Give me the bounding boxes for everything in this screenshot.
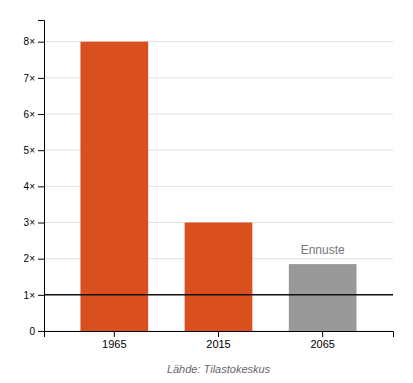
y-tick-label: 7× — [24, 73, 36, 84]
bar — [80, 42, 148, 331]
x-tick: 1965 — [102, 331, 126, 350]
x-tick-label: 2065 — [310, 338, 334, 350]
y-tick-mark — [38, 259, 44, 260]
y-axis-line — [38, 21, 45, 332]
x-tick-label: 2015 — [206, 338, 230, 350]
y-tick-mark — [38, 295, 44, 296]
y-tick: 5× — [24, 145, 44, 156]
y-tick-mark — [38, 78, 44, 79]
source: Lähde: Tilastokeskus — [167, 363, 271, 375]
reference-line — [44, 294, 393, 296]
y-tick: 3× — [24, 217, 44, 228]
y-tick: 2× — [24, 253, 44, 264]
x-tick-label: 1965 — [102, 338, 126, 350]
y-tick: 8× — [24, 36, 44, 47]
y-tick-mark — [38, 223, 44, 224]
y-tick: 6× — [24, 109, 44, 120]
y-axis: 0 1× 2× 3× 4× 5× 6× 7× 8× — [24, 21, 45, 337]
y-tick-label: 6× — [24, 109, 36, 120]
x-tick-mark — [114, 331, 115, 337]
x-tick-mark — [218, 331, 219, 337]
chart-container: 0 1× 2× 3× 4× 5× 6× 7× 8× 1965 2015 2065 Ennuste Lähd… — [0, 0, 413, 383]
y-tick-mark — [38, 150, 44, 151]
bar — [289, 264, 357, 331]
grid — [44, 42, 393, 331]
chart-svg: 0 1× 2× 3× 4× 5× 6× 7× 8× 1965 2015 2065 Ennuste Lähd… — [0, 0, 413, 383]
annotation: Ennuste — [301, 243, 345, 257]
y-tick: 1× — [24, 290, 44, 301]
bar — [185, 223, 253, 331]
y-tick-label: 2× — [24, 253, 36, 264]
plot: 0 1× 2× 3× 4× 5× 6× 7× 8× 1965 2015 2065 Ennuste — [24, 21, 394, 350]
y-tick-mark — [38, 114, 44, 115]
x-tick-mark — [322, 331, 323, 337]
marks — [44, 42, 393, 331]
y-tick: 0 — [29, 326, 44, 337]
y-tick-label: 1× — [24, 290, 36, 301]
x-tick: 2065 — [310, 331, 334, 350]
y-tick-label: 3× — [24, 217, 36, 228]
y-tick: 7× — [24, 73, 44, 84]
grid-line — [44, 294, 393, 295]
y-tick-label: 0 — [29, 326, 35, 337]
y-tick-label: 8× — [24, 36, 36, 47]
y-tick-mark — [38, 331, 44, 332]
y-tick-mark — [38, 186, 44, 187]
x-tick: 2015 — [206, 331, 230, 350]
y-tick: 4× — [24, 181, 44, 192]
y-tick-label: 4× — [24, 181, 36, 192]
x-axis: 1965 2015 2065 — [45, 331, 394, 350]
x-axis-line — [45, 332, 394, 338]
y-tick-label: 5× — [24, 145, 36, 156]
y-tick-mark — [38, 42, 44, 43]
